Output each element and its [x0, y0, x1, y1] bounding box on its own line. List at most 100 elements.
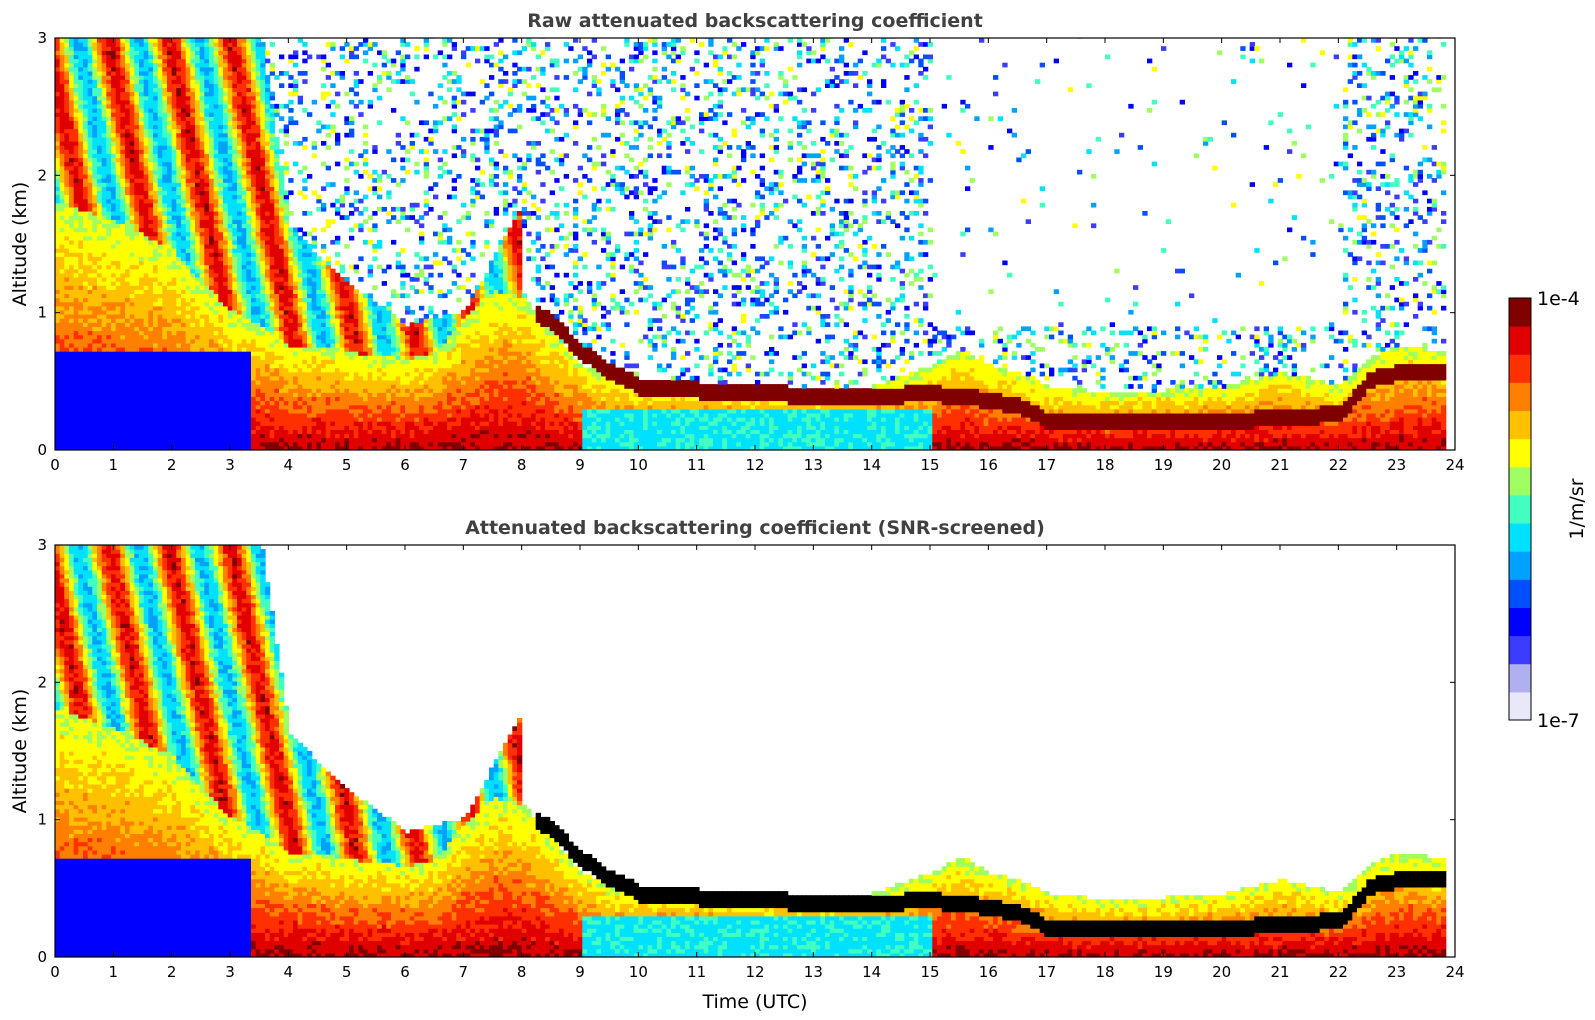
- heatmap-cell: [134, 437, 140, 443]
- heatmap-cell: [176, 392, 182, 397]
- heatmap-cell: [269, 347, 275, 352]
- heatmap-cell: [218, 359, 224, 365]
- heatmap-cell: [223, 330, 229, 336]
- heatmap-cell: [218, 334, 224, 340]
- heatmap-cell: [181, 211, 187, 216]
- heatmap-cell: [143, 404, 149, 410]
- heatmap-cell: [251, 99, 257, 105]
- heatmap-cell: [209, 301, 215, 307]
- heatmap-cell: [148, 50, 154, 56]
- heatmap-cell: [241, 342, 247, 348]
- heatmap-cell: [78, 62, 84, 68]
- heatmap-cell: [199, 91, 205, 97]
- heatmap-cell: [73, 433, 79, 439]
- heatmap-cell: [125, 46, 131, 51]
- heatmap-cell: [134, 71, 140, 76]
- heatmap-cell: [171, 425, 177, 430]
- heatmap-cell: [125, 400, 131, 406]
- heatmap-cell: [223, 433, 229, 439]
- heatmap-cell: [223, 264, 229, 270]
- heatmap-cell: [171, 429, 177, 435]
- heatmap-cell: [213, 58, 219, 64]
- heatmap-cell: [148, 103, 154, 109]
- heatmap-cell: [106, 380, 112, 385]
- heatmap-cell: [241, 38, 247, 43]
- heatmap-cell: [125, 227, 131, 233]
- heatmap-cell: [269, 330, 275, 336]
- heatmap-cell: [73, 153, 79, 159]
- heatmap-cell: [288, 384, 294, 389]
- heatmap-cell: [125, 194, 131, 200]
- heatmap-cell: [232, 153, 238, 159]
- heatmap-cell: [237, 260, 243, 266]
- heatmap-cell: [111, 235, 117, 241]
- heatmap-cell: [195, 219, 201, 224]
- heatmap-cell: [176, 235, 182, 241]
- heatmap-cell: [218, 330, 224, 336]
- heatmap-cell: [181, 87, 187, 93]
- heatmap-cell: [115, 297, 121, 303]
- heatmap-cell: [227, 120, 233, 126]
- heatmap-cell: [246, 202, 252, 208]
- heatmap-cell: [157, 112, 163, 117]
- heatmap-cell: [120, 384, 126, 389]
- heatmap-cell: [199, 190, 205, 196]
- heatmap-cell: [251, 417, 257, 422]
- heatmap-cell: [115, 264, 121, 270]
- heatmap-cell: [265, 186, 271, 191]
- heatmap-cell: [237, 417, 243, 422]
- heatmap-cell: [241, 314, 247, 319]
- heatmap-cell: [246, 174, 252, 179]
- heatmap-cell: [106, 182, 112, 187]
- heatmap-cell: [176, 334, 182, 340]
- heatmap-cell: [195, 380, 201, 385]
- heatmap-cell: [111, 95, 117, 101]
- heatmap-cell: [59, 211, 65, 216]
- heatmap-cell: [69, 318, 75, 323]
- heatmap-cell: [143, 239, 149, 245]
- heatmap-cell: [157, 108, 163, 113]
- heatmap-cell: [69, 239, 75, 245]
- heatmap-cell: [153, 277, 159, 282]
- heatmap-cell: [241, 260, 247, 266]
- heatmap-cell: [209, 75, 215, 80]
- heatmap-cell: [101, 301, 107, 307]
- heatmap-cell: [115, 169, 121, 175]
- heatmap-cell: [190, 445, 196, 450]
- heatmap-cell: [92, 235, 98, 241]
- heatmap-cell: [251, 363, 257, 369]
- heatmap-cell: [199, 223, 205, 229]
- heatmap-cell: [227, 429, 233, 435]
- heatmap-cell: [129, 38, 135, 43]
- heatmap-cell: [185, 75, 191, 80]
- heatmap-cell: [101, 112, 107, 117]
- heatmap-cell: [209, 264, 215, 270]
- heatmap-cell: [255, 367, 261, 373]
- heatmap-cell: [87, 38, 93, 43]
- heatmap-cell: [87, 334, 93, 340]
- heatmap-cell: [139, 71, 145, 76]
- heatmap-cell: [260, 153, 266, 159]
- heatmap-cell: [190, 194, 196, 200]
- heatmap-cell: [134, 244, 140, 249]
- heatmap-cell: [181, 264, 187, 270]
- heatmap-cell: [227, 347, 233, 352]
- heatmap-cell: [134, 91, 140, 97]
- heatmap-cell: [120, 392, 126, 397]
- heatmap-cell: [204, 289, 210, 294]
- heatmap-cell: [55, 161, 61, 167]
- heatmap-cell: [125, 186, 131, 191]
- heatmap-cell: [73, 198, 79, 204]
- heatmap-cell: [143, 42, 149, 47]
- heatmap-cell: [190, 305, 196, 311]
- heatmap-cell: [162, 326, 168, 332]
- heatmap-cell: [260, 264, 266, 270]
- heatmap-cell: [153, 408, 159, 414]
- heatmap-cell: [204, 334, 210, 340]
- heatmap-cell: [167, 363, 173, 369]
- heatmap-cell: [73, 244, 79, 249]
- heatmap-cell: [204, 437, 210, 443]
- heatmap-cell: [125, 314, 131, 319]
- heatmap-cell: [227, 178, 233, 183]
- heatmap-cell: [279, 128, 285, 134]
